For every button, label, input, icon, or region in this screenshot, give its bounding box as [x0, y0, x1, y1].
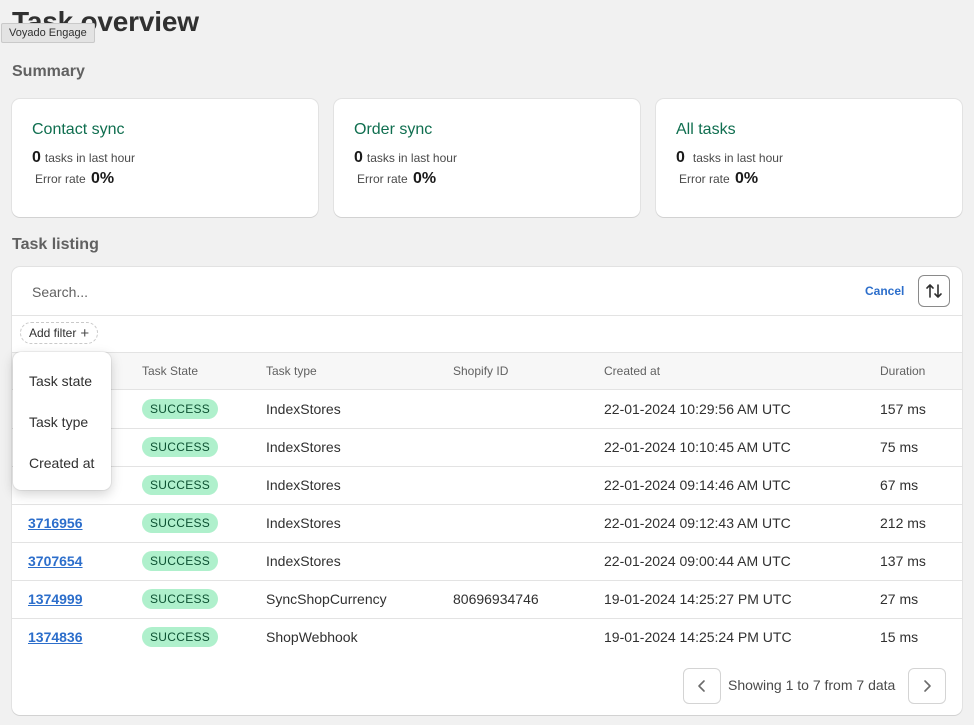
table-row[interactable]: SUCCESS IndexStores 22-01-2024 10:10:45 …	[12, 428, 962, 467]
duration: 157 ms	[880, 401, 926, 417]
filter-option-task-state[interactable]: Task state	[29, 373, 93, 389]
table-row[interactable]: 3716956 SUCCESS IndexStores 22-01-2024 0…	[12, 504, 962, 543]
table-row[interactable]: 1374999 SUCCESS SyncShopCurrency 8069693…	[12, 580, 962, 619]
chevron-right-icon	[924, 680, 931, 692]
status-badge: SUCCESS	[142, 627, 219, 647]
card-title: Order sync	[354, 121, 433, 138]
task-listing-title: Task listing	[12, 236, 99, 253]
previous-page-button[interactable]	[683, 668, 721, 704]
task-type: IndexStores	[266, 401, 341, 417]
card-task-count: 0 tasks in last hour	[354, 149, 620, 167]
column-header-created-at[interactable]: Created at	[604, 364, 661, 378]
duration: 27 ms	[880, 591, 919, 607]
duration: 137 ms	[880, 553, 926, 569]
card-task-count: 0 tasks in last hour	[676, 149, 942, 167]
count-label: tasks in last hour	[44, 151, 135, 165]
table-row[interactable]: SUCCESS IndexStores 22-01-2024 10:29:56 …	[12, 390, 962, 429]
add-filter-label: Add filter	[29, 326, 77, 340]
created-at: 19-01-2024 14:25:24 PM UTC	[604, 629, 792, 645]
task-type: IndexStores	[266, 439, 341, 455]
status-badge: SUCCESS	[142, 513, 219, 533]
count-label: tasks in last hour	[692, 151, 783, 165]
table-header: Task State Task type Shopify ID Created …	[12, 353, 962, 390]
task-type: IndexStores	[266, 477, 341, 493]
column-header-task-type[interactable]: Task type	[266, 364, 317, 378]
status-badge: SUCCESS	[142, 399, 219, 419]
column-header-duration[interactable]: Duration	[880, 364, 926, 378]
duration: 67 ms	[880, 477, 919, 493]
count-value: 0	[32, 149, 41, 166]
created-at: 22-01-2024 10:29:56 AM UTC	[604, 401, 791, 417]
column-header-shopify-id[interactable]: Shopify ID	[453, 364, 509, 378]
status-badge: SUCCESS	[142, 437, 219, 457]
column-header-task-state[interactable]: Task State	[142, 364, 199, 378]
duration: 75 ms	[880, 439, 919, 455]
search-row: Cancel	[12, 267, 962, 316]
table-row[interactable]: 3707654 SUCCESS IndexStores 22-01-2024 0…	[12, 542, 962, 581]
card-error-rate: Error rate 0%	[32, 170, 298, 188]
error-value: 0%	[735, 170, 759, 187]
task-id-link[interactable]: 1374836	[28, 629, 83, 645]
task-id-link[interactable]: 3707654	[28, 553, 83, 569]
status-badge: SUCCESS	[142, 475, 219, 495]
card-task-count: 0 tasks in last hour	[32, 149, 298, 167]
status-badge: SUCCESS	[142, 551, 219, 571]
created-at: 22-01-2024 10:10:45 AM UTC	[604, 439, 791, 455]
task-type: ShopWebhook	[266, 629, 358, 645]
search-input[interactable]	[20, 276, 834, 308]
table-row[interactable]: SUCCESS IndexStores 22-01-2024 09:14:46 …	[12, 466, 962, 505]
sort-arrows-icon	[926, 284, 942, 298]
card-title: All tasks	[676, 121, 736, 138]
filter-option-task-type[interactable]: Task type	[29, 414, 89, 430]
created-at: 22-01-2024 09:12:43 AM UTC	[604, 515, 791, 531]
task-id-link[interactable]: 3716956	[28, 515, 83, 531]
table-row[interactable]: 1374836 SUCCESS ShopWebhook 19-01-2024 1…	[12, 618, 962, 656]
summary-card-contact-sync: Contact sync 0 tasks in last hour Error r…	[12, 99, 318, 217]
error-label: Error rate	[357, 172, 408, 186]
task-id-link[interactable]: 1374999	[28, 591, 83, 607]
pagination-summary: Showing 1 to 7 from 7 data	[728, 677, 896, 693]
chevron-left-icon	[698, 680, 705, 692]
created-at: 22-01-2024 09:14:46 AM UTC	[604, 477, 791, 493]
summary-card-order-sync: Order sync 0 tasks in last hour Error rat…	[334, 99, 640, 217]
app-tooltip: Voyado Engage	[1, 23, 95, 43]
error-label: Error rate	[35, 172, 86, 186]
status-badge: SUCCESS	[142, 589, 219, 609]
filter-dropdown-menu: Task state Task type Created at	[13, 352, 111, 490]
error-value: 0%	[413, 170, 437, 187]
card-error-rate: Error rate 0%	[354, 170, 620, 188]
created-at: 19-01-2024 14:25:27 PM UTC	[604, 591, 792, 607]
count-label: tasks in last hour	[366, 151, 457, 165]
filter-option-created-at[interactable]: Created at	[29, 455, 95, 471]
next-page-button[interactable]	[908, 668, 946, 704]
created-at: 22-01-2024 09:00:44 AM UTC	[604, 553, 791, 569]
summary-card-all-tasks: All tasks 0 tasks in last hour Error rate…	[656, 99, 962, 217]
plus-icon: +	[80, 324, 90, 342]
sort-button[interactable]	[918, 275, 950, 307]
summary-title: Summary	[12, 63, 85, 80]
error-value: 0%	[91, 170, 115, 187]
card-title: Contact sync	[32, 121, 125, 138]
task-listing-card: Cancel Add filter + Task State Task type…	[12, 267, 962, 715]
filter-row: Add filter +	[12, 316, 962, 353]
task-type: IndexStores	[266, 515, 341, 531]
duration: 212 ms	[880, 515, 926, 531]
add-filter-button[interactable]: Add filter +	[20, 322, 99, 344]
task-type: SyncShopCurrency	[266, 591, 387, 607]
count-value: 0	[676, 149, 685, 166]
card-error-rate: Error rate 0%	[676, 170, 942, 188]
shopify-id: 80696934746	[453, 591, 539, 607]
task-type: IndexStores	[266, 553, 341, 569]
cancel-button[interactable]: Cancel	[865, 284, 905, 298]
error-label: Error rate	[679, 172, 730, 186]
duration: 15 ms	[880, 629, 919, 645]
count-value: 0	[354, 149, 363, 166]
